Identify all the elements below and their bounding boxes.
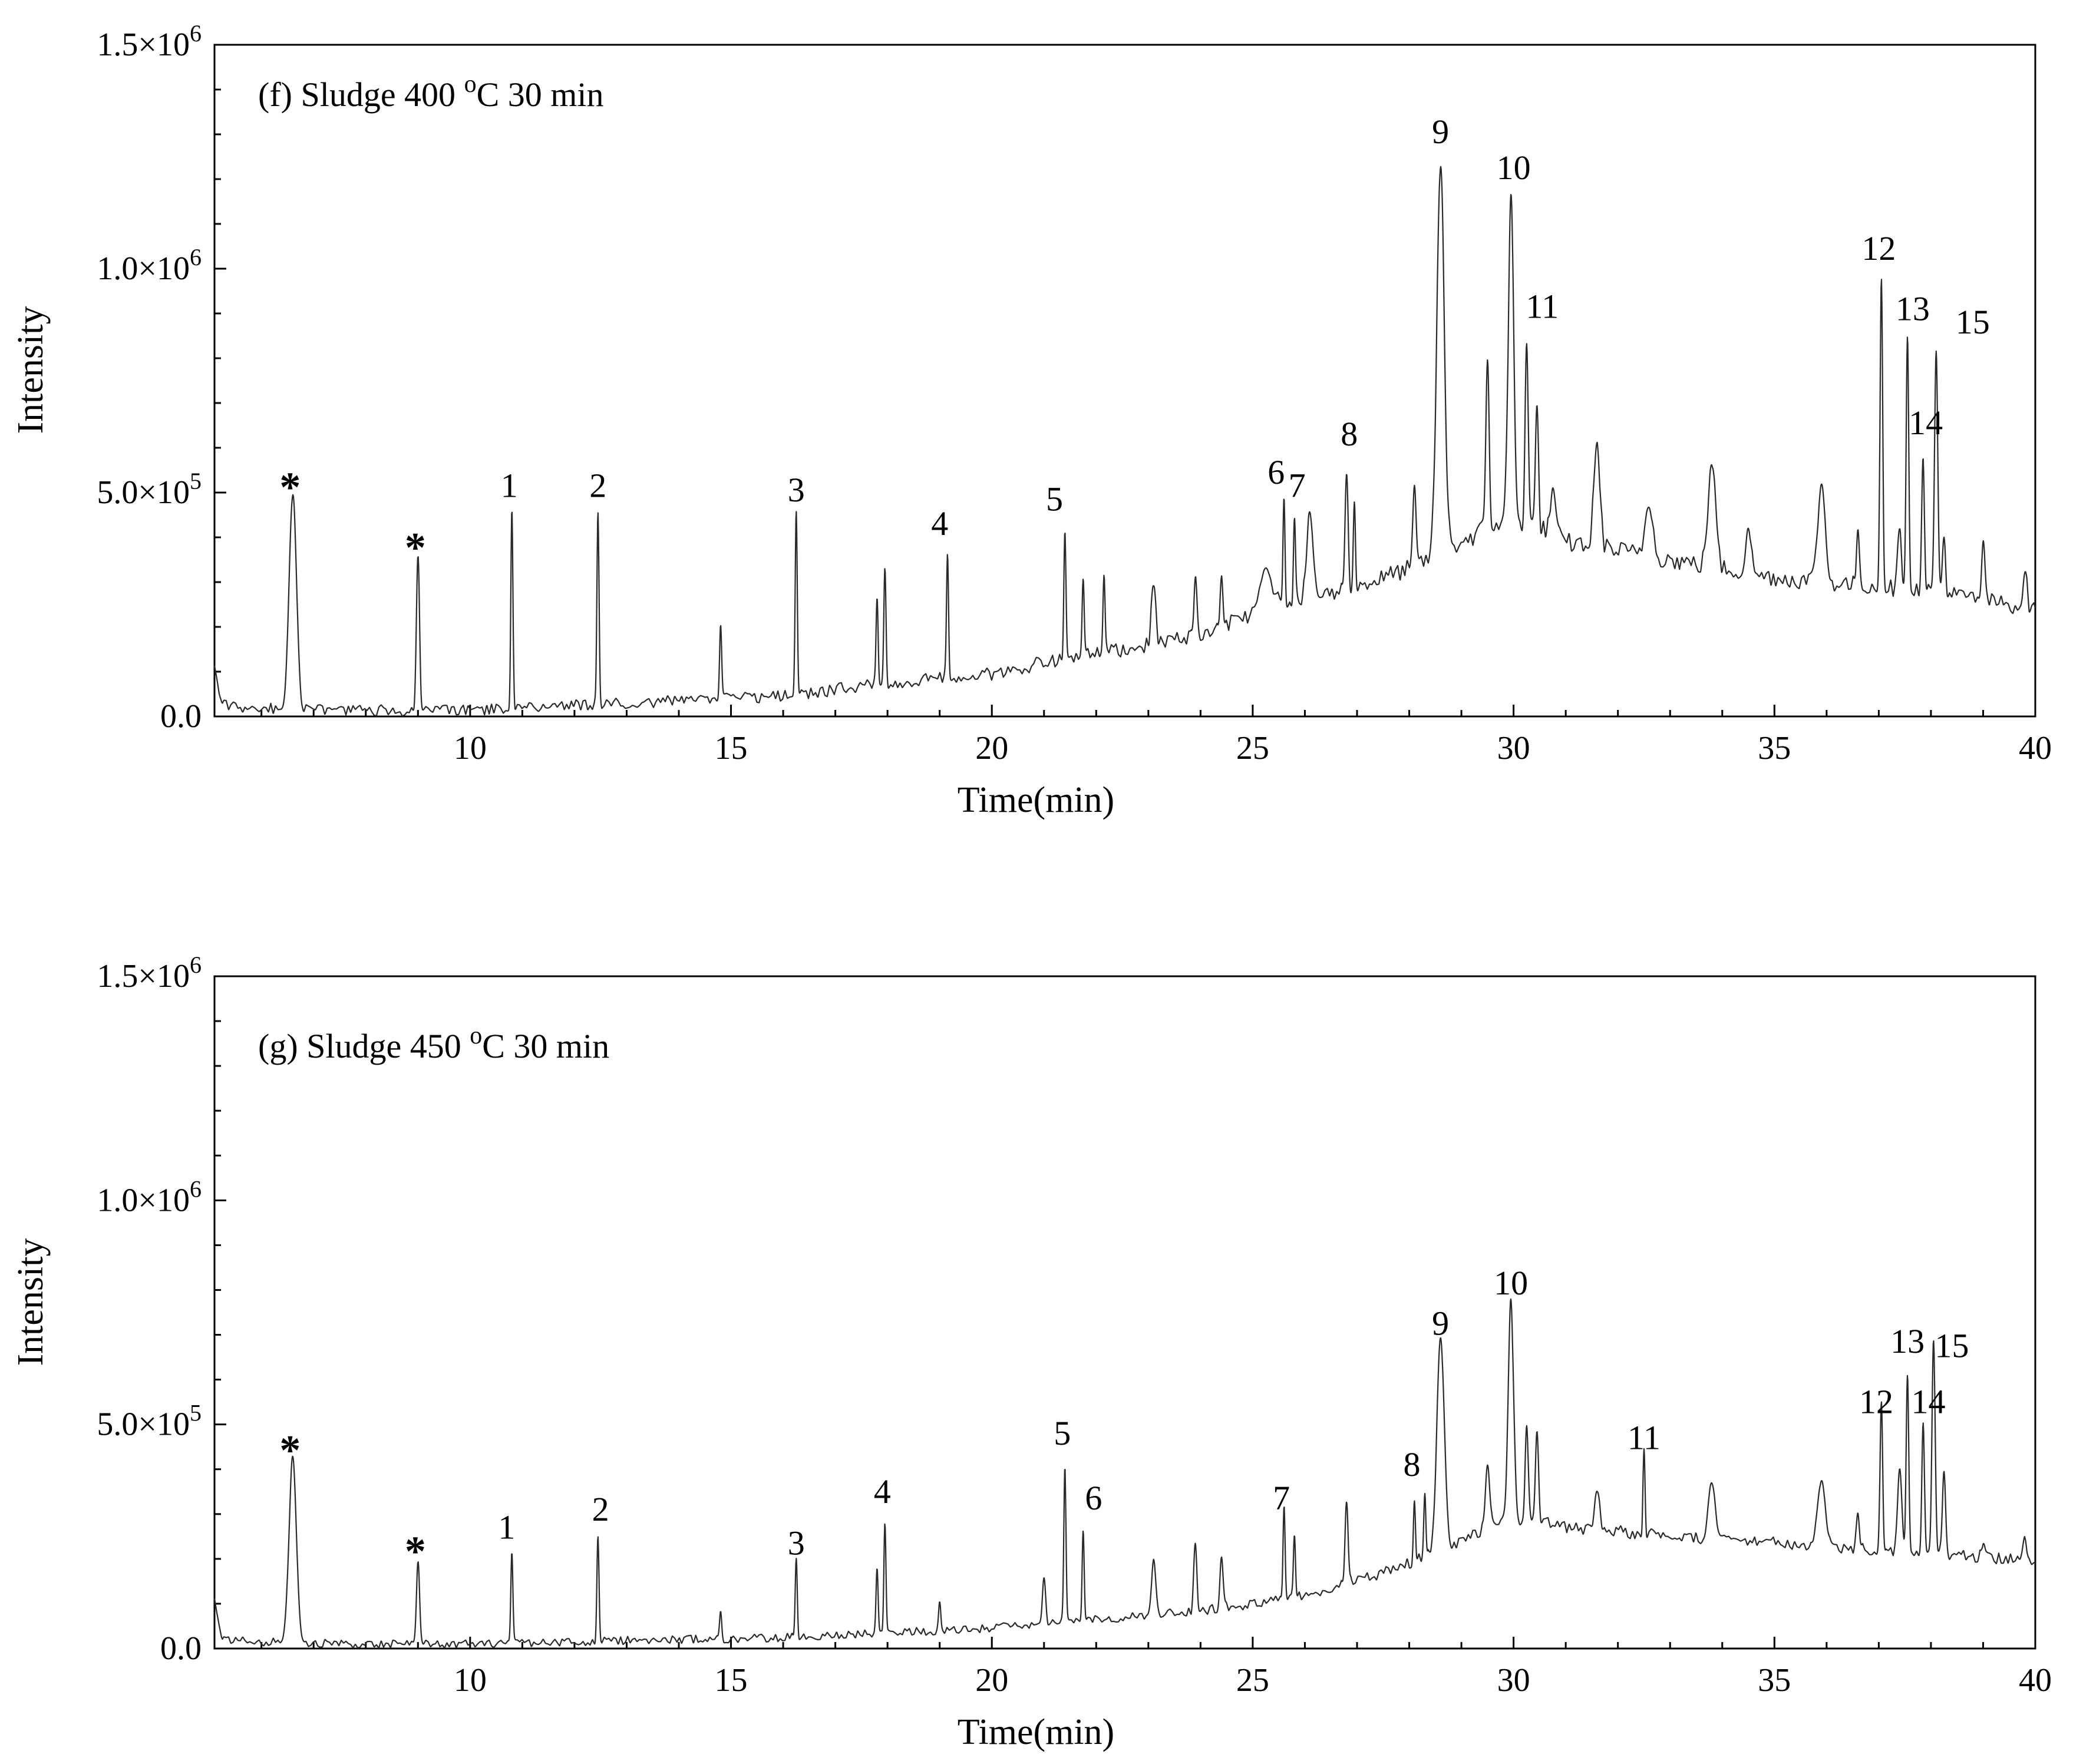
peak-label: 4 (931, 504, 948, 543)
peak-label: 11 (1526, 288, 1559, 326)
panel-title-g: (g) Sludge 450 oC 30 min (258, 1022, 609, 1065)
peak-label: 8 (1403, 1445, 1420, 1484)
peak-label: 13 (1890, 1322, 1925, 1360)
peak-label: 1 (498, 1508, 515, 1547)
x-tick-label: 20 (975, 1662, 1008, 1699)
y-tick-label: 0.0 (160, 1630, 202, 1667)
peak-label: 3 (788, 471, 805, 509)
peak-label: 10 (1494, 1264, 1528, 1302)
plot-area-g: 10 15 20 25 30 35 400.05.0×1051.0×1061.5×106**… (97, 952, 2052, 1699)
peak-label: 14 (1909, 404, 1943, 442)
peak-marker-asterisk: * (279, 464, 301, 511)
x-tick-label: 30 (1497, 730, 1530, 767)
x-tick-label: 25 (1236, 730, 1269, 767)
axes-frame-g (213, 975, 2036, 1650)
axes-frame-f (213, 44, 2036, 718)
x-tick-label: 30 (1497, 1662, 1530, 1699)
panel-title-f: (f) Sludge 400 oC 30 min (258, 71, 603, 114)
peak-label: 6 (1267, 453, 1285, 491)
y-tick-label: 5.0×105 (97, 468, 202, 511)
x-tick-label: 10 (454, 730, 487, 767)
peak-label: 9 (1432, 1304, 1449, 1343)
peak-label: 14 (1911, 1383, 1945, 1421)
x-tick-label: 10 (454, 1662, 487, 1699)
x-tick-label: 40 (2019, 1662, 2052, 1699)
x-tick-label: 15 (715, 730, 748, 767)
y-tick-label: 1.0×106 (97, 244, 202, 287)
peak-label: 15 (1956, 303, 1990, 341)
peak-label: 5 (1054, 1414, 1071, 1452)
peak-label: 12 (1861, 229, 1896, 267)
peak-label: 7 (1273, 1479, 1290, 1517)
peak-marker-asterisk: * (405, 524, 426, 571)
peak-label: 13 (1896, 289, 1930, 328)
x-tick-label: 35 (1758, 1662, 1791, 1699)
y-axis-title-f: Intensity (11, 306, 51, 434)
peak-label: 3 (788, 1524, 805, 1562)
peak-label: 12 (1859, 1383, 1893, 1421)
x-tick-label: 35 (1758, 730, 1791, 767)
x-tick-label: 15 (715, 1662, 748, 1699)
chromatogram-trace-f (213, 166, 2036, 717)
peak-label: 10 (1497, 148, 1531, 187)
y-tick-label: 5.0×105 (97, 1400, 202, 1443)
chart-panel-g: (g) Sludge 450 oC 30 min Intensity Time(… (11, 1022, 1114, 1752)
y-tick-label: 0.0 (160, 698, 202, 735)
x-axis-title-g: Time(min) (958, 1712, 1114, 1752)
plot-area-f: 10 15 20 25 30 35 400.05.0×1051.0×1061.5×106**… (97, 20, 2052, 767)
y-tick-label: 1.0×106 (97, 1175, 202, 1218)
x-tick-label: 20 (975, 730, 1008, 767)
y-tick-label: 1.5×106 (97, 20, 202, 63)
x-tick-label: 25 (1236, 1662, 1269, 1699)
y-axis-title-g: Intensity (11, 1238, 51, 1366)
peak-label: 4 (874, 1472, 891, 1511)
chromatogram-trace-g (213, 1298, 2036, 1649)
x-axis-title-f: Time(min) (958, 780, 1114, 820)
peak-label: 2 (589, 467, 606, 505)
peak-marker-asterisk: * (405, 1528, 426, 1575)
peak-label: 7 (1289, 467, 1306, 505)
chart-panel-f: (f) Sludge 400 oC 30 min Intensity Time(… (11, 71, 1114, 820)
x-tick-label: 40 (2019, 730, 2052, 767)
peak-label: 1 (501, 467, 518, 505)
peak-label: 5 (1046, 480, 1063, 518)
peak-label: 2 (592, 1490, 609, 1528)
peak-label: 11 (1628, 1419, 1661, 1457)
peak-label: 8 (1341, 415, 1358, 453)
peak-label: 15 (1935, 1327, 1969, 1365)
peak-label: 9 (1432, 113, 1449, 151)
y-tick-label: 1.5×106 (97, 952, 202, 995)
peak-label: 6 (1085, 1479, 1102, 1517)
peak-marker-asterisk: * (279, 1427, 301, 1474)
